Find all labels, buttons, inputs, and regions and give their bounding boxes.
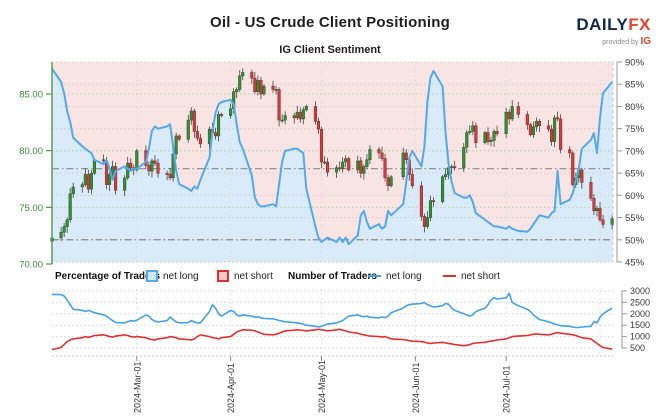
legend-label: net short — [234, 270, 273, 282]
legend-label: net long — [386, 270, 422, 282]
price-tick-label: 70.00 — [19, 259, 43, 270]
pct-tick-label: 80% — [625, 102, 645, 113]
price-tick-label: 80.00 — [19, 146, 43, 157]
net-long-region-fill — [52, 68, 613, 262]
logo-fx-text: FX — [628, 15, 651, 34]
net-short-square-swatch — [217, 270, 229, 282]
legend-pct-net-long: net long — [146, 269, 199, 283]
net-long-line-swatch — [368, 275, 381, 277]
sentiment-net-long-line — [51, 68, 613, 246]
traders-net-short-line — [51, 328, 613, 351]
pct-tick-label: 50% — [625, 235, 645, 246]
price-tick-label: 75.00 — [19, 203, 43, 214]
price-axis: 85.00 80.00 75.00 70.00 — [19, 62, 53, 270]
chart-legend: Percentage of Traders net long net short… — [0, 269, 669, 285]
dailyfx-logo: DAILYFX provided by IG — [576, 16, 651, 47]
logo-tagline: provided by IG — [576, 37, 651, 47]
pct-tick-label: 85% — [625, 80, 645, 91]
count-tick-label: 2500 — [630, 297, 650, 307]
count-tick-label: 1000 — [630, 332, 650, 342]
pct-tick-label: 65% — [625, 169, 645, 180]
month-axis-labels: 2024-Mar-01 2024-Apr-01 2024-May-01 2024-Ju… — [132, 356, 512, 413]
provided-by-text: provided by — [602, 39, 639, 46]
month-label: 2024-May-01 — [317, 360, 327, 413]
net-short-line-swatch — [443, 275, 456, 277]
legend-number-title: Number of Traders — [288, 270, 377, 282]
count-gridlines — [52, 290, 613, 349]
legend-num-net-long: net long — [368, 269, 422, 283]
month-label: 2024-Mar-01 — [132, 361, 142, 413]
month-label: 2024-Jul-01 — [502, 365, 512, 413]
price-tick-label: 85.00 — [19, 90, 43, 101]
pct-tick-label: 55% — [625, 213, 645, 224]
pct-tick-label: 60% — [625, 191, 645, 202]
pct-tick-label: 75% — [625, 124, 645, 135]
legend-num-net-short: net short — [443, 269, 500, 283]
legend-pct-net-short: net short — [217, 269, 273, 283]
legend-label: net long — [163, 270, 199, 282]
count-tick-label: 2000 — [630, 309, 650, 319]
candlestick-series — [50, 68, 614, 244]
legend-label: net short — [461, 270, 500, 282]
header: Oil - US Crude Client Positioning IG Cli… — [0, 0, 660, 56]
count-tick-label: 500 — [630, 343, 645, 353]
logo-daily-text: DAILY — [576, 15, 629, 34]
price-sentiment-chart: 85.00 80.00 75.00 70.00 90% 85% 80% 75% 70% 65% 60… — [19, 58, 645, 356]
percent-axis: 90% 85% 80% 75% 70% 65% 60% 55% 50% 45% — [616, 58, 645, 268]
count-tick-label: 1500 — [630, 320, 650, 330]
pct-tick-label: 45% — [625, 257, 645, 268]
net-long-square-swatch — [146, 270, 158, 282]
month-label: 2024-Apr-01 — [226, 363, 236, 413]
page-title: Oil - US Crude Client Positioning — [210, 14, 450, 31]
count-tick-label: 3000 — [630, 286, 650, 296]
dailyfx-logo-text: DAILYFX — [576, 16, 651, 34]
legend-percentage-title: Percentage of Traders — [55, 270, 161, 282]
month-label: 2024-Jun-01 — [411, 362, 421, 413]
pct-tick-label: 90% — [625, 58, 645, 69]
chart-subtitle: IG Client Sentiment — [279, 44, 381, 56]
pct-tick-label: 70% — [625, 146, 645, 157]
ig-logo-text: IG — [640, 36, 651, 47]
traders-net-long-line — [51, 292, 613, 329]
